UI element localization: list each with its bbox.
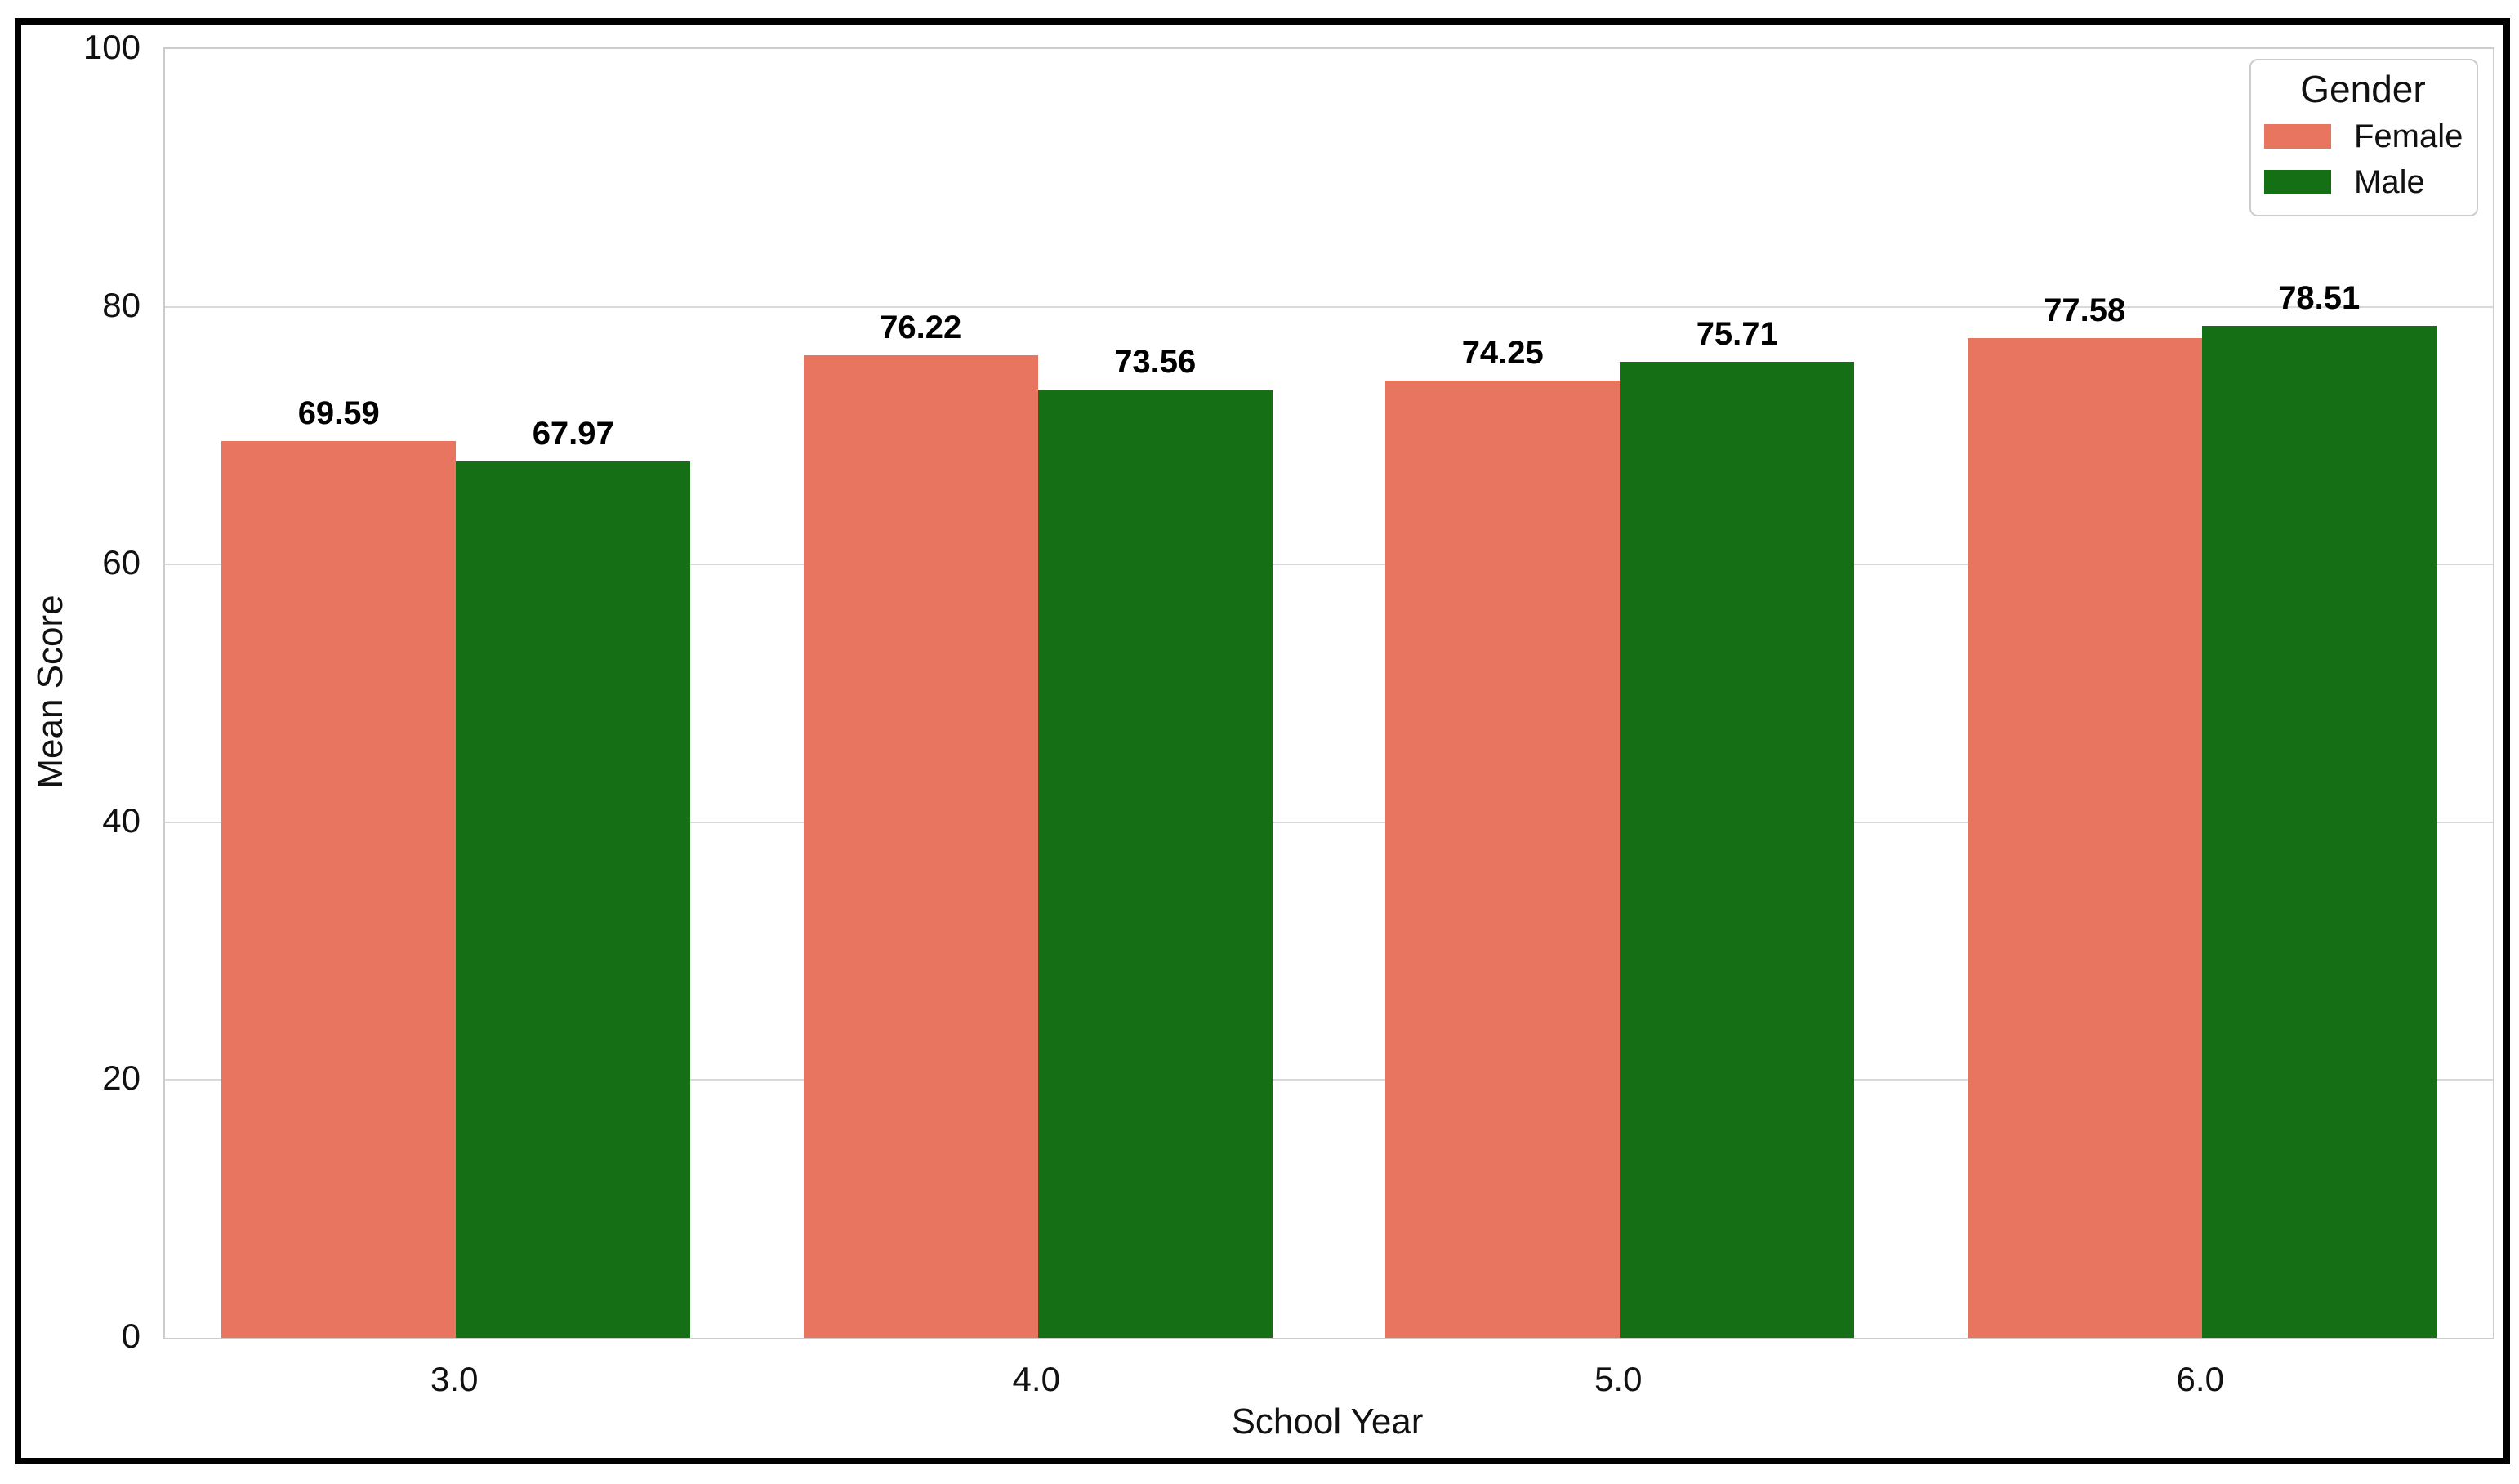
x-tick-6.0: 6.0: [2176, 1360, 2224, 1398]
legend: Gender Female Male: [2249, 59, 2478, 216]
y-tick-100: 100: [82, 28, 140, 66]
legend-swatch-male: [2264, 169, 2331, 194]
legend-items: Female Male: [2264, 118, 2463, 198]
bar-female-5.0: [1385, 381, 1621, 1338]
legend-label-female: Female: [2354, 118, 2463, 154]
legend-label-male: Male: [2354, 163, 2425, 200]
gridline-y-60: [165, 564, 2493, 566]
bar-value-male-3.0: 67.97: [532, 416, 614, 452]
bar-value-male-5.0: 75.71: [1696, 316, 1778, 353]
gridline-y-40: [165, 821, 2493, 823]
y-axis-title: Mean Score: [30, 595, 70, 789]
bar-male-3.0: [456, 461, 691, 1338]
bar-male-4.0: [1037, 390, 1273, 1338]
legend-item-male: Male: [2264, 166, 2462, 198]
bar-value-female-6.0: 77.58: [2044, 292, 2126, 328]
y-tick-20: 20: [102, 1058, 140, 1098]
y-tick-40: 40: [102, 800, 140, 840]
bar-value-female-3.0: 69.59: [297, 394, 380, 431]
x-axis-title: School Year: [1231, 1402, 1424, 1442]
bar-female-4.0: [803, 355, 1038, 1338]
x-tick-3.0: 3.0: [430, 1360, 479, 1398]
gridline-y-20: [165, 1079, 2493, 1081]
bar-value-female-5.0: 74.25: [1461, 335, 1544, 372]
x-tick-5.0: 5.0: [1594, 1360, 1643, 1398]
bar-female-6.0: [1967, 337, 2202, 1338]
x-tick-4.0: 4.0: [1012, 1360, 1060, 1398]
bar-male-6.0: [2201, 326, 2437, 1338]
bar-value-female-4.0: 76.22: [880, 310, 962, 346]
legend-swatch-female: [2264, 123, 2331, 149]
y-tick-60: 60: [102, 543, 140, 582]
legend-title: Gender: [2300, 68, 2426, 110]
bar-male-5.0: [1620, 362, 1855, 1338]
legend-item-female: Female: [2264, 118, 2463, 154]
bar-female-3.0: [221, 440, 457, 1338]
gridline-y-80: [165, 305, 2493, 308]
y-tick-0: 0: [121, 1317, 140, 1355]
y-tick-80: 80: [102, 285, 140, 324]
bar-value-male-4.0: 73.56: [1114, 344, 1197, 381]
plot-area: 69.59 67.97 76.22 73.56 74.25 75.71 77.58 78.51: [163, 47, 2494, 1339]
bar-value-male-6.0: 78.51: [2278, 280, 2361, 317]
